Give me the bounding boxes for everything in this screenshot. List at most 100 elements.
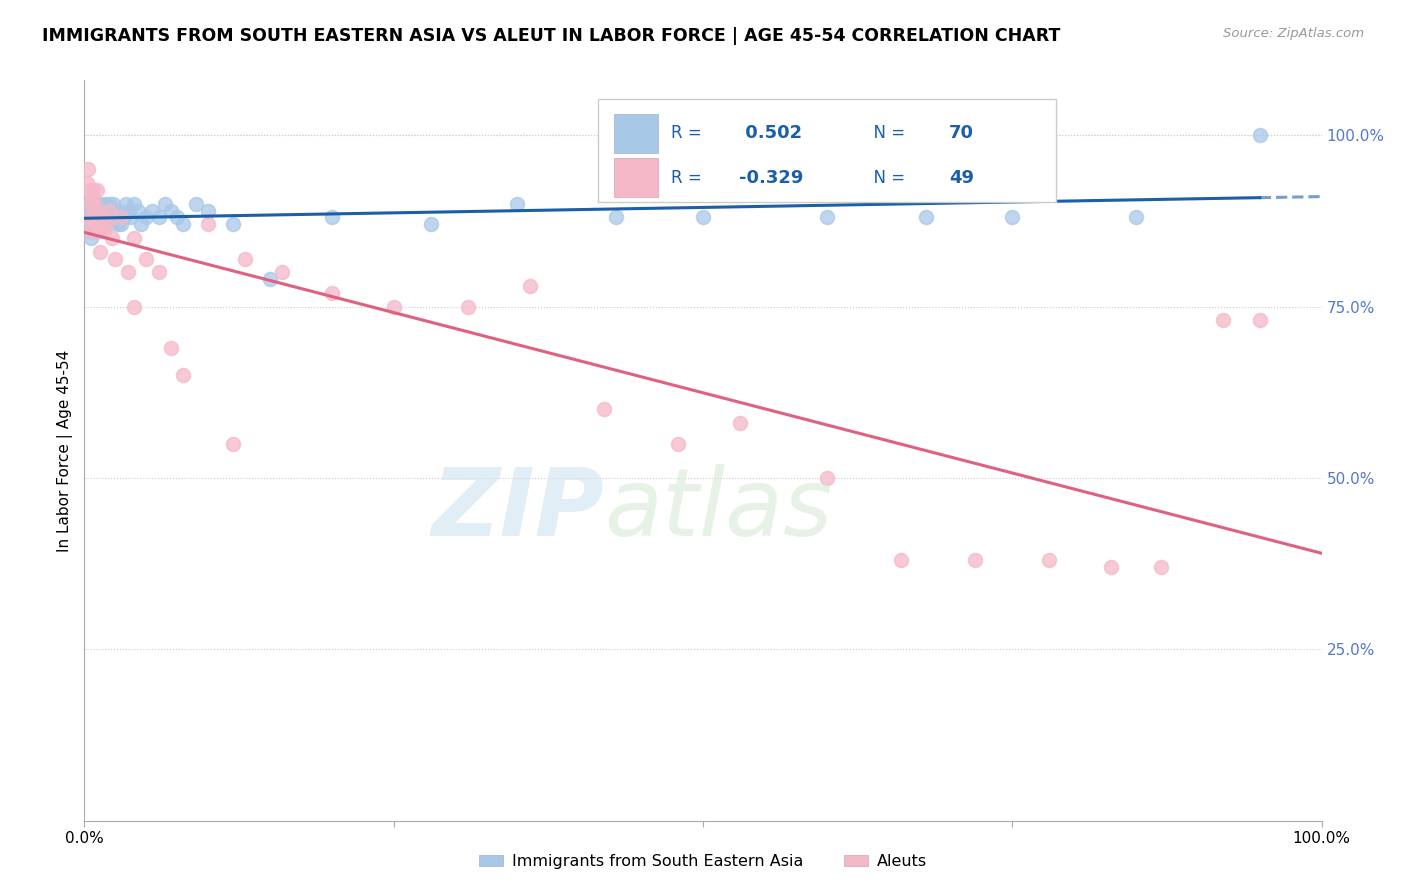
Point [593, 402, 616, 417]
Point [148, 265, 170, 279]
Point [419, 217, 441, 231]
Point [104, 252, 127, 266]
Text: -0.329: -0.329 [740, 169, 803, 186]
FancyBboxPatch shape [614, 114, 658, 153]
Point [122, 300, 145, 314]
Point [197, 217, 219, 231]
Point [122, 196, 145, 211]
Point [93, 224, 115, 238]
Point [89, 244, 111, 259]
Point [82, 196, 104, 211]
Point [321, 285, 343, 300]
Point [83, 196, 105, 211]
Point [815, 471, 838, 485]
Point [222, 217, 245, 231]
Point [890, 553, 912, 567]
Text: ZIP: ZIP [432, 464, 605, 556]
Point [77, 162, 100, 177]
Text: 49: 49 [949, 169, 974, 186]
Point [160, 341, 183, 355]
Point [79, 196, 101, 211]
Point [90, 211, 112, 225]
Point [89, 224, 111, 238]
Point [271, 265, 294, 279]
Text: N =: N = [863, 169, 910, 186]
Point [84, 196, 107, 211]
Point [79, 224, 101, 238]
Point [80, 190, 103, 204]
Text: R =: R = [671, 124, 707, 143]
Point [86, 183, 108, 197]
Point [82, 224, 104, 238]
Point [135, 252, 157, 266]
Point [83, 217, 105, 231]
Point [94, 196, 117, 211]
Point [160, 203, 183, 218]
Point [110, 211, 132, 225]
Point [91, 203, 114, 218]
Point [135, 211, 157, 225]
Point [86, 217, 108, 231]
Point [1038, 553, 1060, 567]
Point [83, 224, 105, 238]
Text: 70: 70 [949, 124, 974, 143]
Point [80, 224, 103, 238]
Point [93, 217, 115, 231]
Point [89, 217, 111, 231]
Point [76, 211, 98, 225]
Point [233, 252, 256, 266]
Point [83, 211, 105, 225]
Point [127, 203, 149, 218]
Point [120, 211, 142, 225]
Point [166, 211, 188, 225]
Point [79, 231, 101, 245]
Point [122, 231, 145, 245]
Point [97, 217, 120, 231]
Point [172, 217, 194, 231]
Text: IMMIGRANTS FROM SOUTH EASTERN ASIA VS ALEUT IN LABOR FORCE | AGE 45-54 CORRELATI: IMMIGRANTS FROM SOUTH EASTERN ASIA VS AL… [42, 27, 1060, 45]
Point [79, 211, 101, 225]
Point [79, 211, 101, 225]
Point [1249, 128, 1271, 142]
Point [118, 203, 141, 218]
Text: atlas: atlas [605, 464, 832, 555]
Point [89, 203, 111, 218]
Point [101, 196, 124, 211]
Point [141, 203, 163, 218]
Point [382, 300, 405, 314]
Point [605, 211, 627, 225]
Y-axis label: In Labor Force | Age 45-54: In Labor Force | Age 45-54 [58, 350, 73, 551]
Point [965, 553, 987, 567]
Point [457, 300, 479, 314]
Point [79, 211, 101, 225]
Point [87, 224, 110, 238]
Point [82, 183, 104, 197]
Point [110, 217, 132, 231]
Point [79, 224, 101, 238]
Point [82, 211, 104, 225]
Point [89, 196, 111, 211]
Point [79, 183, 101, 197]
Point [86, 203, 108, 218]
Point [98, 203, 121, 218]
Point [96, 211, 118, 225]
Point [100, 231, 122, 245]
Point [321, 211, 343, 225]
Point [1212, 313, 1234, 327]
Point [129, 217, 152, 231]
Point [172, 368, 194, 382]
Point [76, 176, 98, 190]
Point [80, 217, 103, 231]
Point [87, 203, 110, 218]
Point [100, 203, 122, 218]
Point [79, 196, 101, 211]
Point [87, 211, 110, 225]
Point [115, 196, 138, 211]
Legend: Immigrants from South Eastern Asia, Aleuts: Immigrants from South Eastern Asia, Aleu… [472, 847, 934, 875]
Point [1150, 560, 1173, 574]
Point [84, 217, 107, 231]
FancyBboxPatch shape [614, 158, 658, 197]
Point [79, 203, 101, 218]
Point [153, 196, 176, 211]
Point [692, 211, 714, 225]
